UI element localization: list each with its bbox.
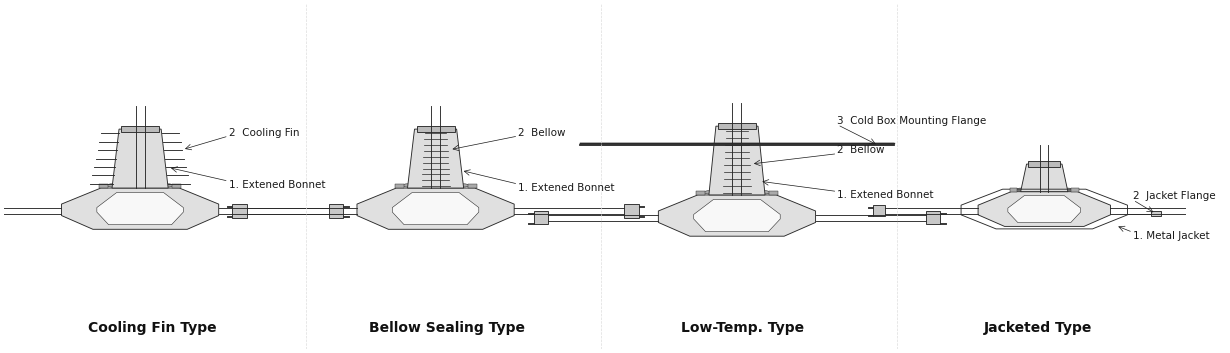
Bar [696,191,705,195]
Text: 2  Bellow: 2 Bellow [518,127,566,138]
Bar [926,211,940,225]
Polygon shape [1007,196,1081,222]
Polygon shape [694,199,780,232]
Polygon shape [708,126,765,195]
Circle shape [458,184,469,187]
Text: 2  Bellow: 2 Bellow [838,145,884,155]
Text: 3  Cold Box Mounting Flange: 3 Cold Box Mounting Flange [838,116,986,126]
Bar [232,204,247,217]
Bar [534,211,549,225]
Polygon shape [392,193,478,225]
Polygon shape [1021,164,1068,192]
Bar [1010,189,1017,192]
Bar [624,204,638,217]
Circle shape [1016,188,1026,191]
Bar [121,126,159,132]
Circle shape [162,184,173,187]
Text: 1. Extened Bonnet: 1. Extened Bonnet [229,180,325,190]
Polygon shape [62,188,219,229]
Text: 1. Extened Bonnet: 1. Extened Bonnet [838,190,934,200]
Polygon shape [978,192,1111,226]
Text: Low-Temp. Type: Low-Temp. Type [681,321,804,335]
Circle shape [1063,188,1073,191]
Bar [1071,189,1079,192]
Text: 1. Metal Jacket: 1. Metal Jacket [1133,231,1209,241]
Text: 1. Extened Bonnet: 1. Extened Bonnet [518,183,615,193]
Bar [172,184,181,188]
Bar [328,204,343,217]
Circle shape [759,191,770,194]
Bar [417,126,455,132]
Polygon shape [407,129,464,188]
Text: Jacketed Type: Jacketed Type [984,321,1092,335]
Bar [873,205,886,216]
Bar [1203,205,1215,216]
Polygon shape [97,193,183,225]
Text: Cooling Fin Type: Cooling Fin Type [87,321,216,335]
Bar [718,123,756,130]
Circle shape [107,184,118,187]
Bar [467,184,476,188]
Bar [1028,161,1060,167]
Text: 2  Cooling Fin: 2 Cooling Fin [229,127,299,138]
Polygon shape [357,188,514,229]
Text: Bellow Sealing Type: Bellow Sealing Type [369,321,525,335]
Text: 2  Jacket Flange: 2 Jacket Flange [1133,191,1215,202]
Bar [100,184,108,188]
Bar [769,191,777,195]
Polygon shape [658,195,815,236]
Circle shape [704,191,715,194]
Bar [395,184,403,188]
Bar [1151,211,1161,216]
Bar [579,143,894,145]
Circle shape [402,184,413,187]
Polygon shape [112,129,169,188]
